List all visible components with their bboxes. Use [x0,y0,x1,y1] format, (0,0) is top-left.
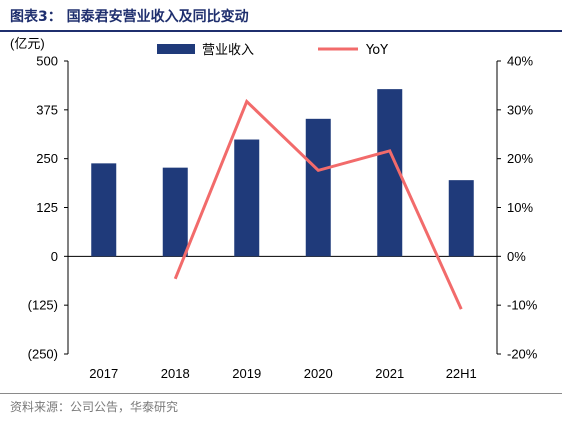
left-tick-label: 250 [36,151,58,166]
source-note: 资料来源：公司公告，华泰研究 [10,400,179,414]
x-tick-label: 2021 [375,366,404,381]
right-tick-label: 40% [507,54,533,69]
legend-bar-swatch [157,44,195,54]
left-tick-label: 500 [36,54,58,69]
revenue-bar [305,118,331,257]
revenue-bar [91,163,117,257]
right-tick-label: -10% [507,298,538,313]
left-tick-label: (250) [28,347,58,362]
right-tick-label: 0% [507,249,526,264]
left-tick-label: 0 [51,249,58,264]
right-tick-label: 10% [507,200,533,215]
revenue-bar [162,167,188,257]
x-tick-label: 2018 [161,366,190,381]
revenue-bar [234,139,260,257]
right-tick-label: 20% [507,151,533,166]
left-tick-label: 125 [36,200,58,215]
page-title: 图表3： 国泰君安营业收入及同比变动 [10,9,249,25]
left-tick-label: (125) [28,298,58,313]
x-tick-label: 2019 [232,366,261,381]
right-tick-label: -20% [507,347,538,362]
legend-yoy-label: YoY [365,43,388,58]
revenue-bar [448,180,474,257]
title-divider [0,30,562,32]
x-tick-label: 2020 [304,366,333,381]
right-tick-label: 30% [507,102,533,117]
revenue-yoy-chart: (亿元) 500 375 250 125 0 (125) (250) 40% 30% 20% 10%… [10,36,538,381]
legend-revenue-label: 营业收入 [202,43,254,58]
left-axis-unit: (亿元) [10,36,45,51]
x-tick-label: 22H1 [446,366,477,381]
left-tick-label: 375 [36,102,58,117]
x-tick-label: 2017 [89,366,118,381]
source-divider [0,393,562,394]
